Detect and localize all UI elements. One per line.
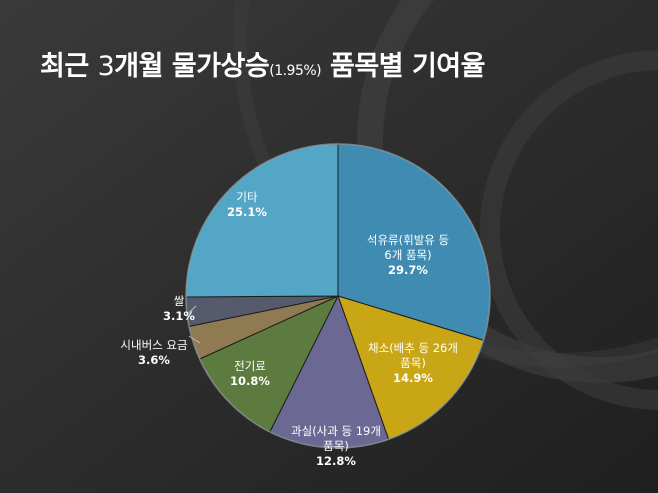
slice-label-line: 품목) [400, 356, 426, 370]
decor-arc-1 [357, 0, 658, 383]
slice-label-4: 전기료 10.8% [230, 359, 270, 388]
slice-label-line: 3.6% [138, 353, 170, 367]
slice-label-line: 전기료 [234, 359, 266, 373]
page-title: 최근 3개월 물가상승(1.95%) 품목별 기여율 [40, 51, 485, 82]
slice-label-3: 과실(사과 등 19개 품목) 12.8% [291, 424, 381, 468]
slice-label-line: 채소(배추 등 26개 [368, 341, 458, 355]
slice-label-line: 6개 품목) [384, 248, 431, 262]
slice-label-line: 3.1% [163, 309, 195, 323]
slice-label-1: 석유류(휘발유 등 6개 품목) 29.7% [367, 233, 449, 277]
slice-label-line: 25.1% [227, 205, 267, 219]
leader-line-5 [188, 335, 201, 344]
slice-label-line: 과실(사과 등 19개 [291, 424, 381, 438]
slice-label-line: 쌀 [174, 294, 185, 308]
slice-label-6: 쌀 3.1% [163, 294, 195, 323]
slice-label-7: 기타 25.1% [227, 190, 267, 219]
slice-label-line: 품목) [323, 439, 349, 453]
slice-label-line: 석유류(휘발유 등 [367, 233, 449, 247]
slice-label-5: 시내버스 요금 3.6% [120, 338, 187, 367]
slice-label-line: 시내버스 요금 [120, 338, 187, 352]
slice-label-line: 기타 [236, 190, 258, 204]
decor-arc-3 [233, 0, 658, 367]
slice-label-line: 14.9% [393, 371, 433, 385]
slice-label-line: 29.7% [388, 263, 428, 277]
slice-label-line: 10.8% [230, 374, 270, 388]
decor-arc-2 [480, 50, 658, 410]
pie-slice-7 [185, 143, 339, 298]
slice-label-2: 채소(배추 등 26개 품목) 14.9% [368, 341, 458, 385]
leader-line-6 [187, 305, 197, 315]
pie-outline [185, 143, 491, 449]
slice-label-line: 12.8% [316, 454, 356, 468]
